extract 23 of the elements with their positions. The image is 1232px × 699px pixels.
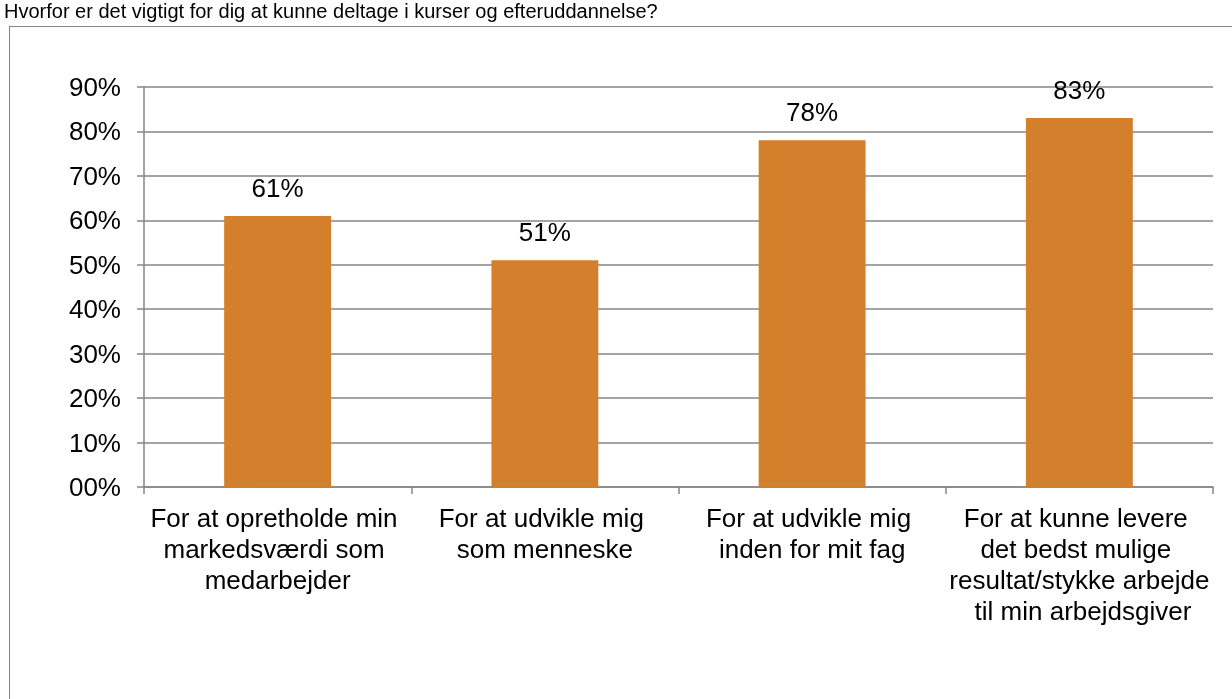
x-tick-label: For at kunne levere det bedst mulige resultat/stykke arbejde til min arbejdsgiver bbox=[949, 502, 1210, 626]
data-label: 78% bbox=[786, 97, 839, 128]
x-tick-label: For at opretholde min markedsværdi som medarbejder bbox=[150, 502, 405, 595]
bar bbox=[224, 215, 332, 487]
y-tick-label: 00% bbox=[68, 472, 121, 502]
chart-title: Hvorfor er det vigtigt for dig at kunne deltage i kurser og efteruddannelse? bbox=[4, 0, 658, 22]
y-tick-label: 50% bbox=[68, 249, 121, 280]
x-tick-label: For at udvikle mig inden for mit fag bbox=[705, 502, 919, 564]
bar bbox=[1025, 118, 1133, 487]
y-tick-label: 90% bbox=[68, 72, 121, 102]
bar bbox=[758, 140, 866, 487]
y-tick-label: 80% bbox=[68, 116, 121, 147]
y-tick-label: 30% bbox=[68, 338, 121, 369]
y-tick-label: 70% bbox=[68, 160, 121, 191]
data-label: 51% bbox=[518, 217, 571, 248]
y-tick-label: 40% bbox=[68, 294, 121, 325]
x-tick-label: For at udvikle mig som menneske bbox=[438, 502, 652, 564]
data-label: 83% bbox=[1053, 75, 1106, 106]
data-label: 61% bbox=[251, 172, 304, 203]
y-tick-label: 20% bbox=[68, 383, 121, 414]
y-tick-label: 60% bbox=[68, 205, 121, 236]
bar bbox=[491, 260, 599, 487]
y-tick-label: 10% bbox=[68, 427, 121, 458]
